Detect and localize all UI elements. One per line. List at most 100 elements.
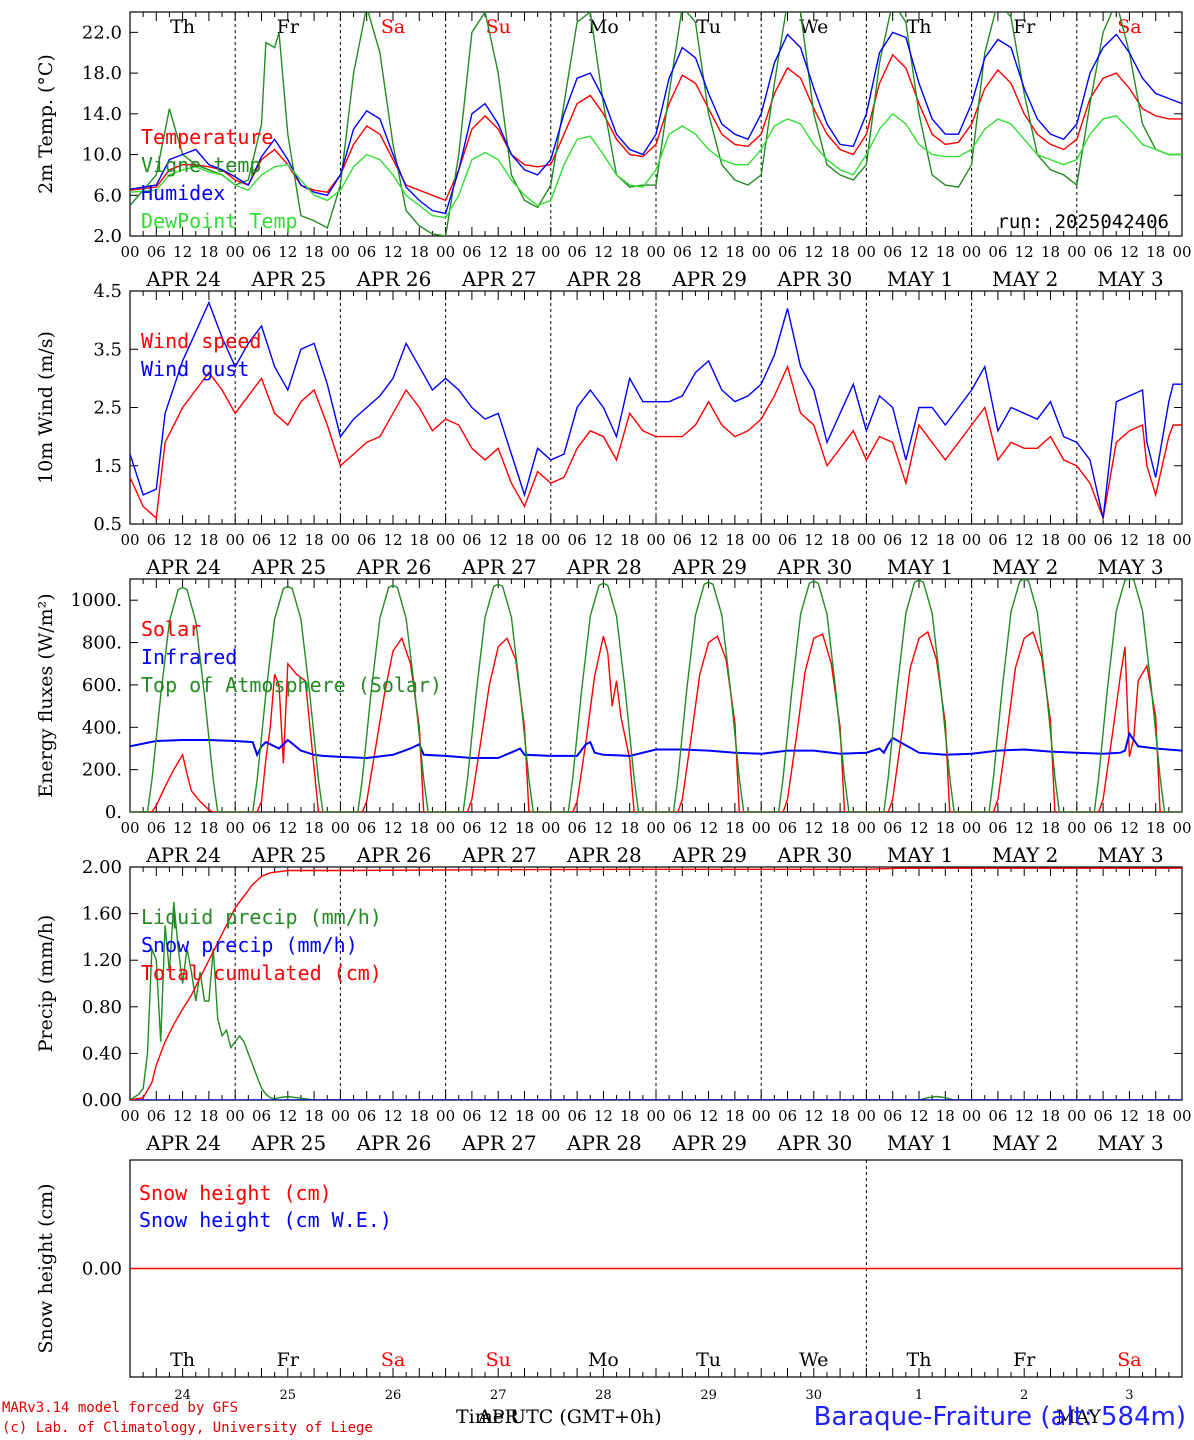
series-line-infrared (130, 731, 1182, 760)
x-hour-label: 06 (147, 819, 166, 837)
x-date-label: APR 27 (461, 1131, 537, 1155)
x-hour-label: 06 (883, 1107, 902, 1125)
x-hour-label: 06 (252, 819, 271, 837)
x-date-label: APR 27 (461, 555, 537, 579)
y-tick-label: 0. (105, 802, 122, 823)
x-hour-label: 00 (331, 243, 350, 261)
legend-entry: Snow height (cm W.E.) (139, 1208, 392, 1232)
x-hour-label: 18 (515, 243, 534, 261)
x-hour-label: 18 (199, 243, 218, 261)
x-hour-label: 18 (620, 531, 639, 549)
x-hour-label: 12 (173, 819, 192, 837)
x-hour-label: 06 (357, 1107, 376, 1125)
x-hour-label: 00 (1067, 819, 1086, 837)
x-hour-label: 00 (857, 243, 876, 261)
x-hour-label: 12 (804, 819, 823, 837)
panel-4: 0.00 0.40 0.80 1.20 1.60 2.00 Precip (mm/h) 00 0… (35, 857, 1192, 1155)
x-hour-label: 06 (883, 819, 902, 837)
month-label-apr: APR (478, 1406, 519, 1428)
x-hour-label: 18 (305, 1107, 324, 1125)
x-hour-label: 06 (883, 531, 902, 549)
y-tick-label: 1.5 (93, 456, 122, 477)
x-hour-label: 06 (568, 531, 587, 549)
y-axis-title: Precip (mm/h) (35, 915, 57, 1053)
series-line-temperature (130, 53, 1182, 202)
x-hour-label: 18 (620, 243, 639, 261)
y-axis-title: Energy fluxes (W/m²) (35, 593, 57, 797)
x-hour-label: 00 (226, 531, 245, 549)
y-tick-label: 0.00 (82, 1259, 122, 1280)
x-date-label: APR 27 (461, 843, 537, 867)
x-hour-label: 00 (331, 1107, 350, 1125)
day-of-week-label: Tu (696, 1349, 721, 1371)
x-date-label: APR 24 (145, 267, 221, 291)
day-of-week-label: Fr (1013, 16, 1036, 38)
x-hour-label: 12 (173, 243, 192, 261)
legend-entry: Liquid precip (mm/h) (141, 905, 382, 929)
legend-entry: Total cumulated (cm) (141, 961, 382, 985)
x-hour-label: 18 (410, 531, 429, 549)
x-date-label: APR 30 (776, 267, 852, 291)
x-hour-label: 18 (515, 531, 534, 549)
panel-1: 2.0 6.0 10.0 14.0 18.0 22.0 2m Temp. (°C) 00 06 1… (35, 11, 1192, 291)
x-hour-label: 06 (462, 243, 481, 261)
x-hour-label: 06 (988, 819, 1007, 837)
series-line-top-of-atmosphere-solar- (130, 579, 1182, 812)
month-label-may: MAY (1056, 1406, 1101, 1428)
x-hour-label: 12 (383, 1107, 402, 1125)
y-tick-label: 200. (82, 760, 122, 781)
x-hour-label: 06 (673, 531, 692, 549)
x-hour-label: 18 (936, 1107, 955, 1125)
y-tick-label: 10.0 (82, 145, 122, 166)
x-hour-label: 06 (883, 243, 902, 261)
x-hour-label: 18 (936, 531, 955, 549)
x-date-label: APR 24 (145, 1131, 221, 1155)
day-of-week-label: Fr (277, 16, 300, 38)
x-hour-label: 06 (778, 531, 797, 549)
x-hour-label: 18 (199, 819, 218, 837)
x-date-label: APR 27 (461, 267, 537, 291)
x-hour-label: 18 (620, 1107, 639, 1125)
x-hour-label: 12 (489, 819, 508, 837)
x-hour-label: 06 (357, 531, 376, 549)
series-line-wind-speed (130, 364, 1182, 521)
x-date-label: APR 25 (250, 555, 326, 579)
x-date-label: MAY 2 (992, 267, 1058, 291)
x-hour-label: 12 (909, 819, 928, 837)
x-hour-label: 00 (857, 531, 876, 549)
x-hour-label: 18 (1146, 1107, 1165, 1125)
x-hour-label: 00 (962, 819, 981, 837)
day-number-label: 27 (490, 1388, 507, 1403)
legend-entry: Top of Atmosphere (Solar) (141, 673, 442, 697)
x-hour-label: 06 (147, 531, 166, 549)
x-hour-label: 06 (673, 1107, 692, 1125)
legend-entry: Vigne temp (141, 153, 261, 177)
x-hour-label: 06 (252, 531, 271, 549)
x-hour-label: 12 (1120, 1107, 1139, 1125)
x-hour-label: 06 (568, 243, 587, 261)
x-hour-label: 00 (436, 531, 455, 549)
x-date-label: APR 29 (671, 843, 747, 867)
day-number-label: 3 (1125, 1388, 1133, 1403)
x-hour-label: 12 (594, 531, 613, 549)
x-date-label: MAY 3 (1097, 1131, 1163, 1155)
legend-entry: DewPoint Temp (141, 209, 298, 233)
x-hour-label: 00 (646, 1107, 665, 1125)
x-hour-label: 18 (725, 243, 744, 261)
y-tick-label: 18.0 (82, 63, 122, 84)
x-hour-label: 18 (936, 819, 955, 837)
footer-lab-credit: (c) Lab. of Climatology, University of L… (2, 1420, 373, 1436)
x-date-label: APR 25 (250, 267, 326, 291)
x-hour-label: 06 (988, 1107, 1007, 1125)
day-of-week-label: Th (170, 1349, 195, 1371)
x-hour-label: 12 (1015, 531, 1034, 549)
legend-entry: Snow height (cm) (139, 1181, 332, 1205)
x-hour-label: 18 (1041, 243, 1060, 261)
x-hour-label: 18 (725, 1107, 744, 1125)
x-date-label: MAY 1 (887, 1131, 953, 1155)
day-of-week-label: We (799, 16, 828, 38)
x-hour-label: 06 (462, 531, 481, 549)
x-hour-label: 18 (305, 819, 324, 837)
day-number-label: 24 (174, 1388, 191, 1403)
day-of-week-label: Sa (381, 1349, 405, 1371)
